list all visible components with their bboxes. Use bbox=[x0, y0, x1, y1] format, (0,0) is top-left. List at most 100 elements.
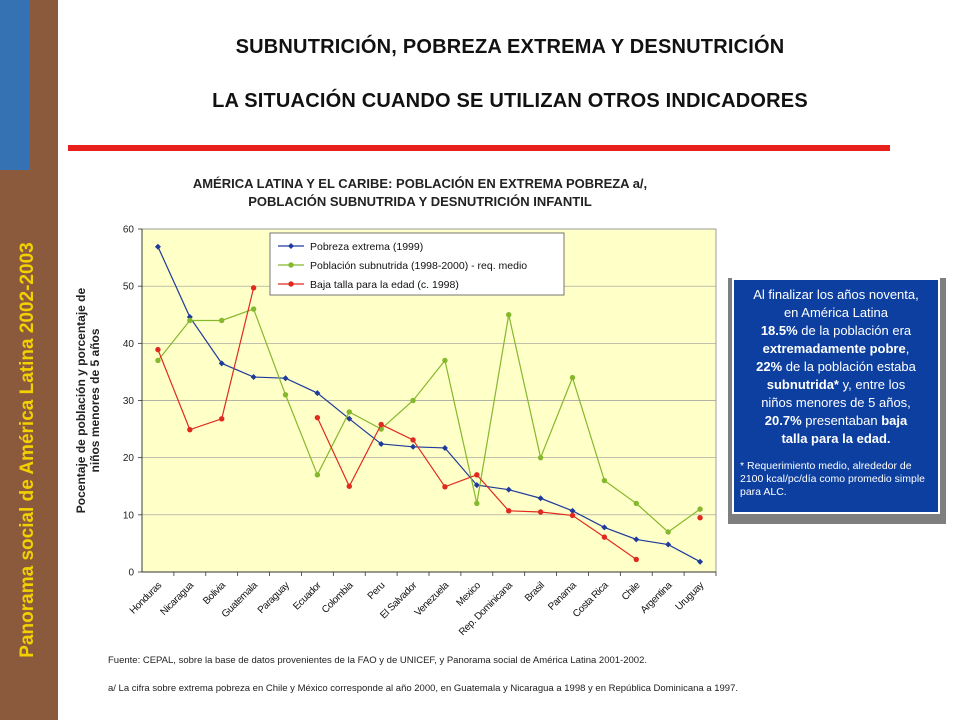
series-line bbox=[157, 246, 701, 563]
info-box-shadow: Al finalizar los años noventa, en Améric… bbox=[728, 278, 946, 524]
info-value-poverty: 18.5% bbox=[760, 323, 798, 338]
x-tick-label: Argentina bbox=[639, 580, 675, 616]
data-point bbox=[314, 472, 321, 478]
data-point bbox=[442, 357, 448, 364]
title-divider bbox=[68, 145, 890, 151]
data-point bbox=[601, 524, 608, 531]
info-text: y, entre los bbox=[839, 377, 906, 392]
data-point bbox=[410, 443, 417, 450]
series-line bbox=[157, 287, 255, 431]
info-line-2: en América Latina bbox=[783, 305, 889, 320]
data-point bbox=[665, 529, 671, 535]
x-tick-label: Uruguay bbox=[674, 580, 707, 613]
x-tick-label: Chile bbox=[620, 580, 643, 603]
data-point bbox=[569, 374, 576, 381]
info-line-7: niños menores de 5 años, bbox=[761, 395, 911, 410]
legend-swatch-marker bbox=[288, 262, 294, 268]
chart-title-line2: POBLACIÓN SUBNUTRIDA Y DESNUTRICIÓN INFA… bbox=[248, 194, 592, 209]
y-ticks: 0 10 20 30 40 50 60 bbox=[123, 225, 142, 579]
legend-label: Baja talla para la edad (c. 1998) bbox=[310, 279, 459, 291]
info-line-4: extremadamente pobre, bbox=[740, 340, 932, 358]
chart-title-line1: AMÉRICA LATINA Y EL CARIBE: POBLACIÓN EN… bbox=[192, 176, 648, 191]
data-point bbox=[346, 409, 352, 415]
legend-swatch-marker bbox=[288, 243, 294, 249]
info-text: de la población estaba bbox=[782, 359, 916, 374]
data-point bbox=[569, 507, 576, 514]
info-text: presentaban bbox=[801, 413, 882, 428]
data-point bbox=[219, 416, 225, 422]
data-point bbox=[154, 243, 161, 250]
legend-box bbox=[269, 232, 565, 296]
data-point bbox=[250, 285, 257, 291]
line-chart: Pocentaje de población y porcentaje de ni… bbox=[74, 225, 717, 638]
data-point bbox=[537, 509, 544, 515]
x-tick-label: Guatemala bbox=[220, 580, 260, 620]
sidebar-accent-block bbox=[0, 0, 30, 170]
y-tick-label: 60 bbox=[123, 225, 135, 236]
data-point bbox=[186, 314, 193, 321]
info-highlight-height: talla para la edad. bbox=[781, 431, 891, 446]
info-value-stunting: 20.7% bbox=[764, 413, 802, 428]
data-point bbox=[506, 508, 512, 514]
info-box: Al finalizar los años noventa, en Améric… bbox=[732, 278, 940, 514]
x-tick-label: Colombia bbox=[320, 580, 356, 616]
data-point bbox=[410, 397, 416, 404]
legend: Pobreza extrema (1999) Población subnutri… bbox=[269, 232, 565, 296]
data-point bbox=[250, 374, 257, 381]
legend-label: Población subnutrida (1998-2000) - req. … bbox=[310, 260, 527, 272]
data-point bbox=[282, 375, 289, 382]
y-tick-label: 30 bbox=[123, 396, 135, 407]
data-point bbox=[537, 495, 544, 502]
data-point bbox=[410, 437, 416, 443]
data-point bbox=[697, 514, 703, 521]
x-tick-label: Paraguay bbox=[256, 580, 292, 616]
x-tick-label: Venezuela bbox=[413, 580, 452, 619]
data-point bbox=[633, 556, 639, 563]
sidebar-title: Panorama social de América Latina 2002-2… bbox=[17, 242, 38, 658]
info-line-5: 22% de la población estaba bbox=[740, 358, 932, 376]
info-text: de la población era bbox=[797, 323, 912, 338]
y-axis-label-line1: Pocentaje de población y porcentaje de bbox=[74, 287, 88, 513]
y-tick-label: 40 bbox=[123, 339, 135, 350]
data-point bbox=[155, 346, 161, 353]
data-point bbox=[346, 483, 352, 489]
data-point bbox=[697, 558, 704, 565]
x-tick-label: Peru bbox=[366, 580, 388, 602]
source-note: Fuente: CEPAL, sobre la base de datos pr… bbox=[108, 655, 647, 666]
data-point bbox=[250, 306, 257, 312]
data-point bbox=[441, 444, 448, 451]
data-point bbox=[187, 426, 193, 433]
info-line-1: Al finalizar los años noventa, bbox=[753, 287, 919, 302]
legend-swatch-marker bbox=[288, 281, 294, 287]
data-point bbox=[155, 357, 161, 364]
data-point bbox=[537, 454, 544, 461]
page-title: SUBNUTRICIÓN, POBREZA EXTREMA Y DESNUTRI… bbox=[235, 36, 785, 58]
x-tick-label: Bolivia bbox=[201, 580, 228, 607]
info-highlight-stunting: baja bbox=[881, 413, 908, 428]
data-point bbox=[219, 317, 225, 324]
data-point bbox=[378, 421, 384, 428]
y-tick-label: 20 bbox=[123, 453, 135, 464]
info-highlight-undernourished: subnutrida* bbox=[766, 377, 839, 392]
info-line-6: subnutrida* y, entre los bbox=[740, 376, 932, 394]
data-point bbox=[187, 317, 193, 324]
footnote-a: a/ La cifra sobre extrema pobreza en Chi… bbox=[108, 683, 739, 694]
data-point bbox=[601, 477, 608, 484]
data-point bbox=[474, 500, 480, 507]
data-point bbox=[633, 536, 640, 543]
y-axis-label: Pocentaje de población y porcentaje de ni… bbox=[74, 287, 102, 513]
data-point bbox=[346, 415, 353, 422]
info-line-8: 20.7% presentaban baja bbox=[740, 412, 932, 430]
info-footnote: * Requerimiento medio, alrededor de 2100… bbox=[740, 460, 926, 498]
y-tick-label: 50 bbox=[123, 282, 135, 293]
data-point bbox=[473, 482, 480, 489]
data-point bbox=[601, 534, 608, 540]
x-tick-label: Costa Rica bbox=[571, 580, 611, 620]
data-point bbox=[282, 392, 289, 398]
info-text: , bbox=[905, 341, 910, 356]
y-tick-label: 10 bbox=[123, 510, 135, 521]
data-point bbox=[314, 390, 321, 397]
data-point bbox=[569, 512, 576, 519]
info-value-undernourished: 22% bbox=[756, 359, 783, 374]
data-point bbox=[442, 484, 448, 490]
